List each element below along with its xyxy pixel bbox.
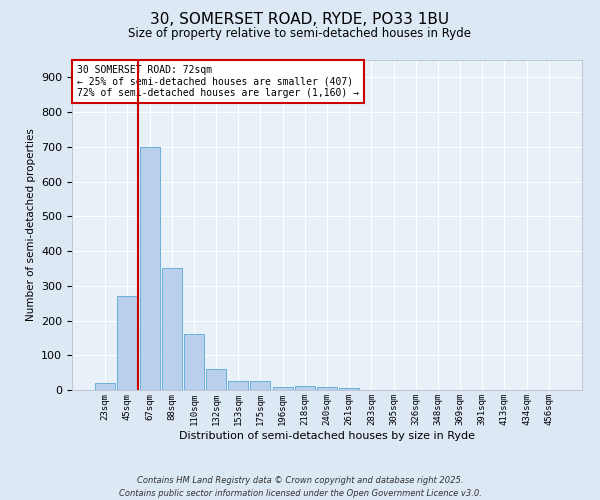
Text: 30, SOMERSET ROAD, RYDE, PO33 1BU: 30, SOMERSET ROAD, RYDE, PO33 1BU <box>151 12 449 28</box>
Text: Contains HM Land Registry data © Crown copyright and database right 2025.
Contai: Contains HM Land Registry data © Crown c… <box>119 476 481 498</box>
Bar <box>95 383 115 390</box>
Bar <box>272 386 293 390</box>
Bar <box>118 296 137 390</box>
Bar <box>162 268 182 390</box>
Bar <box>228 382 248 390</box>
Bar <box>140 147 160 390</box>
Text: 30 SOMERSET ROAD: 72sqm
← 25% of semi-detached houses are smaller (407)
72% of s: 30 SOMERSET ROAD: 72sqm ← 25% of semi-de… <box>77 65 359 98</box>
Bar <box>250 382 271 390</box>
Y-axis label: Number of semi-detached properties: Number of semi-detached properties <box>26 128 35 322</box>
X-axis label: Distribution of semi-detached houses by size in Ryde: Distribution of semi-detached houses by … <box>179 430 475 440</box>
Bar <box>295 386 315 390</box>
Bar <box>206 369 226 390</box>
Bar <box>339 388 359 390</box>
Bar <box>317 387 337 390</box>
Text: Size of property relative to semi-detached houses in Ryde: Size of property relative to semi-detach… <box>128 28 472 40</box>
Bar <box>184 334 204 390</box>
